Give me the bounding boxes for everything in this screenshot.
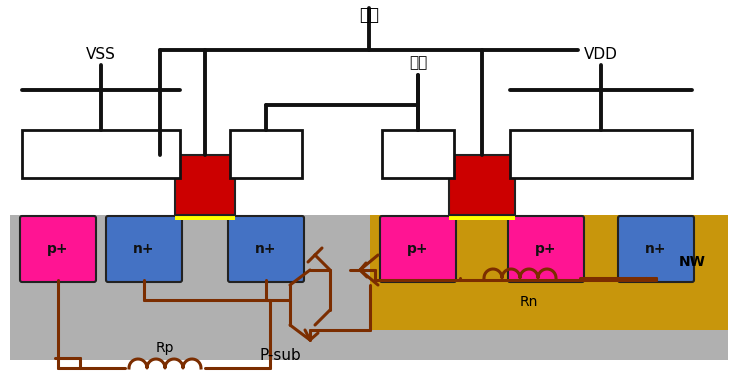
Text: 输入: 输入 xyxy=(359,6,379,24)
Text: p+: p+ xyxy=(407,242,429,256)
Text: p+: p+ xyxy=(47,242,69,256)
Text: n+: n+ xyxy=(134,242,155,256)
Bar xyxy=(449,213,515,220)
Text: n+: n+ xyxy=(255,242,277,256)
FancyBboxPatch shape xyxy=(106,216,182,282)
FancyBboxPatch shape xyxy=(228,216,304,282)
Bar xyxy=(175,155,235,215)
Text: NW: NW xyxy=(679,255,706,269)
Text: VSS: VSS xyxy=(86,47,116,62)
Bar xyxy=(175,213,235,220)
FancyBboxPatch shape xyxy=(20,216,96,282)
Bar xyxy=(230,130,302,178)
Text: 输出: 输出 xyxy=(409,55,427,70)
FancyBboxPatch shape xyxy=(508,216,584,282)
Text: p+: p+ xyxy=(535,242,556,256)
Bar xyxy=(10,215,728,360)
Bar xyxy=(382,130,454,178)
Bar xyxy=(22,130,180,178)
Bar xyxy=(370,215,728,330)
Text: P-sub: P-sub xyxy=(259,347,301,362)
FancyBboxPatch shape xyxy=(380,216,456,282)
Text: Rp: Rp xyxy=(156,341,174,355)
Text: VDD: VDD xyxy=(584,47,618,62)
Bar xyxy=(449,155,515,215)
Bar xyxy=(510,130,692,178)
Text: Rn: Rn xyxy=(520,295,539,309)
FancyBboxPatch shape xyxy=(618,216,694,282)
Text: n+: n+ xyxy=(645,242,666,256)
